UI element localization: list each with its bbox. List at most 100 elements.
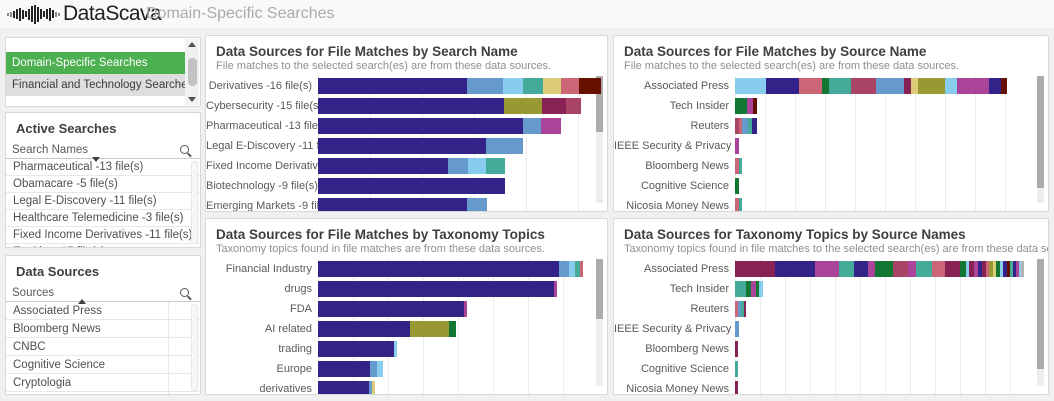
bar-segment[interactable] bbox=[918, 78, 945, 94]
search-names-input[interactable]: Search Names bbox=[6, 141, 200, 159]
bar-segment[interactable] bbox=[829, 78, 851, 94]
bar-segment[interactable] bbox=[543, 78, 561, 94]
bar-segment[interactable] bbox=[739, 118, 742, 134]
bar-segment[interactable] bbox=[542, 98, 566, 114]
bar-segment[interactable] bbox=[904, 78, 911, 94]
bar-segment[interactable] bbox=[739, 158, 742, 174]
bar-segment[interactable] bbox=[523, 78, 543, 94]
bar-segment[interactable] bbox=[468, 158, 486, 174]
list-item[interactable]: Legal E-Discovery -11 file(s) bbox=[6, 193, 200, 210]
bar-segment[interactable] bbox=[993, 261, 996, 277]
scrollbar-thumb[interactable] bbox=[1037, 76, 1044, 188]
bar-segment[interactable] bbox=[1001, 78, 1007, 94]
sources-search-input[interactable]: Sources bbox=[6, 284, 200, 302]
bar-segment[interactable] bbox=[735, 78, 766, 94]
bar-segment[interactable] bbox=[735, 261, 775, 277]
scrollbar-thumb[interactable] bbox=[1037, 259, 1044, 369]
bar-segment[interactable] bbox=[318, 98, 504, 114]
list-item[interactable]: Fixed Income Derivatives -11 file(s) bbox=[6, 227, 200, 244]
bar-segment[interactable] bbox=[989, 261, 993, 277]
bar-segment[interactable] bbox=[1007, 261, 1010, 277]
bar-segment[interactable] bbox=[766, 78, 799, 94]
bar-segment[interactable] bbox=[318, 261, 559, 277]
bar-segment[interactable] bbox=[875, 261, 893, 277]
bar-segment[interactable] bbox=[1019, 261, 1021, 277]
bar-segment[interactable] bbox=[957, 78, 989, 94]
bar-segment[interactable] bbox=[893, 261, 908, 277]
bar-segment[interactable] bbox=[1021, 261, 1024, 277]
bar-segment[interactable] bbox=[966, 261, 969, 277]
list-item[interactable]: Equities -15 file(s) bbox=[6, 244, 200, 247]
bar-segment[interactable] bbox=[1003, 261, 1007, 277]
bar-segment[interactable] bbox=[799, 78, 822, 94]
sheet-list-item[interactable]: Financial and Technology Searches bbox=[6, 74, 185, 96]
scrollbar-thumb[interactable] bbox=[187, 58, 197, 86]
scrollbar-track[interactable] bbox=[1037, 259, 1044, 386]
bar-segment[interactable] bbox=[318, 178, 505, 194]
list-item[interactable]: Cognitive Science bbox=[6, 356, 200, 374]
bar-segment[interactable] bbox=[735, 301, 738, 317]
search-icon[interactable] bbox=[180, 145, 189, 154]
scrollbar-track[interactable] bbox=[191, 161, 198, 244]
bar-segment[interactable] bbox=[541, 118, 561, 134]
bar-segment[interactable] bbox=[735, 341, 738, 357]
bar-segment[interactable] bbox=[876, 78, 904, 94]
bar-segment[interactable] bbox=[1010, 261, 1013, 277]
bar-segment[interactable] bbox=[746, 281, 751, 297]
bar-segment[interactable] bbox=[735, 158, 739, 174]
sheet-list-item[interactable]: Domain-Specific Searches bbox=[6, 52, 185, 74]
list-item[interactable]: Cryptologia bbox=[6, 374, 200, 392]
bar-segment[interactable] bbox=[839, 261, 854, 277]
bar-segment[interactable] bbox=[318, 341, 394, 357]
bar-segment[interactable] bbox=[735, 178, 739, 194]
bar-segment[interactable] bbox=[735, 118, 739, 134]
bar-segment[interactable] bbox=[960, 261, 966, 277]
bar-segment[interactable] bbox=[561, 78, 579, 94]
bar-segment[interactable] bbox=[735, 361, 738, 377]
bar-segment[interactable] bbox=[742, 118, 748, 134]
bar-segment[interactable] bbox=[1013, 261, 1016, 277]
bar-segment[interactable] bbox=[318, 118, 523, 134]
bar-segment[interactable] bbox=[318, 361, 370, 377]
bar-segment[interactable] bbox=[735, 138, 739, 154]
bar-segment[interactable] bbox=[753, 98, 757, 114]
bar-segment[interactable] bbox=[908, 261, 916, 277]
bar-segment[interactable] bbox=[318, 198, 467, 211]
bar-segment[interactable] bbox=[916, 261, 932, 277]
bar-segment[interactable] bbox=[318, 281, 554, 297]
bar-segment[interactable] bbox=[1000, 261, 1003, 277]
list-item[interactable]: FTSE Global Markets bbox=[6, 392, 200, 394]
bar-segment[interactable] bbox=[932, 261, 945, 277]
bar-segment[interactable] bbox=[318, 78, 467, 94]
bar-segment[interactable] bbox=[969, 261, 974, 277]
bar-segment[interactable] bbox=[735, 198, 739, 211]
bar-segment[interactable] bbox=[579, 78, 601, 94]
bar-segment[interactable] bbox=[986, 261, 989, 277]
bar-segment[interactable] bbox=[486, 138, 523, 154]
bar-segment[interactable] bbox=[759, 281, 763, 297]
bar-segment[interactable] bbox=[523, 118, 541, 134]
bar-segment[interactable] bbox=[486, 158, 505, 174]
bar-segment[interactable] bbox=[569, 261, 575, 277]
bar-segment[interactable] bbox=[566, 98, 581, 114]
bar-segment[interactable] bbox=[575, 261, 580, 277]
bar-segment[interactable] bbox=[945, 78, 957, 94]
bar-segment[interactable] bbox=[735, 381, 738, 394]
bar-segment[interactable] bbox=[851, 78, 876, 94]
bar-segment[interactable] bbox=[372, 381, 375, 394]
bar-segment[interactable] bbox=[467, 78, 503, 94]
list-item[interactable]: Obamacare -5 file(s) bbox=[6, 176, 200, 193]
bar-segment[interactable] bbox=[744, 301, 746, 317]
scrollbar-track[interactable] bbox=[191, 304, 198, 391]
bar-segment[interactable] bbox=[318, 158, 448, 174]
bar-segment[interactable] bbox=[822, 78, 829, 94]
scrollbar-track[interactable] bbox=[596, 76, 603, 203]
list-item[interactable]: Healthcare Telemedicine -3 file(s) bbox=[6, 210, 200, 227]
bar-segment[interactable] bbox=[752, 118, 757, 134]
scroll-up-icon[interactable] bbox=[188, 42, 196, 47]
scrollbar-thumb[interactable] bbox=[596, 76, 603, 132]
bar-segment[interactable] bbox=[756, 281, 759, 297]
bar-segment[interactable] bbox=[449, 321, 456, 337]
bar-segment[interactable] bbox=[464, 301, 467, 317]
bar-segment[interactable] bbox=[974, 261, 978, 277]
